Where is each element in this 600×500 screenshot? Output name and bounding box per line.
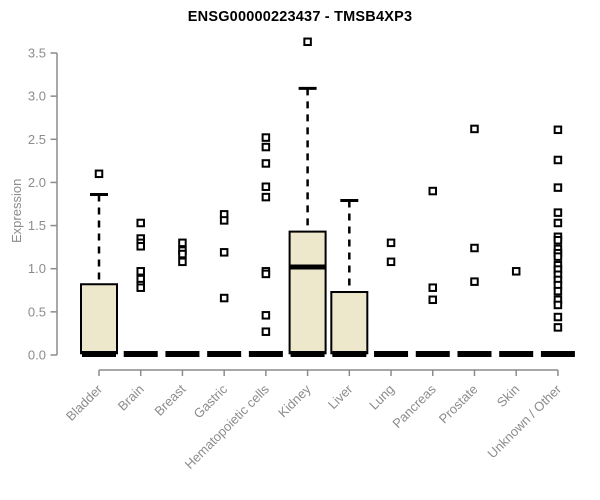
outlier-point	[261, 133, 271, 142]
zero-bar	[290, 351, 325, 357]
outlier-point	[553, 125, 563, 135]
y-tick-label: 2.5	[28, 132, 46, 147]
outlier-point	[470, 243, 479, 253]
zero-bar	[165, 351, 200, 357]
zero-bar	[540, 351, 575, 357]
outlier-point	[553, 183, 563, 192]
outlier-point	[261, 192, 271, 202]
outlier-point	[178, 249, 187, 259]
x-tick-label: Prostate	[436, 382, 481, 427]
zero-bar	[123, 351, 158, 357]
outlier-point	[94, 169, 104, 179]
zero-bar	[82, 351, 116, 357]
outlier-point	[261, 269, 271, 279]
box	[80, 283, 118, 355]
x-tick-label: Pancreas	[389, 381, 439, 431]
outlier-point	[386, 238, 396, 248]
outlier-point	[219, 293, 229, 303]
outlier-point	[428, 295, 438, 305]
outlier-point	[261, 142, 271, 152]
outlier-point	[553, 235, 563, 245]
outlier-point	[470, 124, 479, 134]
y-tick-label: 0.5	[28, 304, 46, 319]
y-tick-label: 3.0	[28, 89, 46, 104]
x-tick-label: Gastric	[191, 381, 231, 421]
zero-bar	[207, 351, 242, 357]
outlier-point	[261, 327, 271, 336]
y-tick-label: 0.0	[28, 348, 46, 363]
x-tick-label: Bladder	[63, 381, 106, 424]
outlier-point	[136, 283, 145, 292]
outlier-point	[261, 311, 271, 320]
outlier-point	[553, 208, 563, 217]
outlier-point	[303, 37, 312, 47]
zero-bar	[415, 351, 450, 357]
x-tick-label: Unknown / Other	[484, 381, 564, 461]
box	[330, 291, 369, 355]
x-tick-label: Breast	[151, 381, 188, 418]
outlier-point	[386, 257, 396, 267]
outlier-point	[428, 186, 438, 196]
outlier-point	[178, 238, 187, 248]
zero-bar	[248, 351, 283, 357]
outlier-point	[553, 218, 563, 228]
outlier-point	[511, 267, 521, 276]
outlier-point	[553, 300, 563, 310]
outlier-point	[261, 182, 271, 191]
y-tick-label: 2.0	[28, 175, 46, 190]
chart-title: ENSG00000223437 - TMSB4XP3	[187, 9, 413, 25]
zero-bar	[457, 351, 492, 357]
outlier-point	[470, 277, 479, 286]
zero-bar	[374, 351, 409, 357]
y-tick-label: 1.5	[28, 218, 46, 233]
outlier-point	[136, 267, 145, 276]
outlier-point	[553, 312, 563, 322]
x-tick-label: Brain	[115, 382, 147, 414]
outlier-point	[553, 286, 563, 296]
zero-bar	[499, 351, 534, 357]
x-tick-label: Lung	[366, 382, 397, 413]
outlier-point	[553, 323, 563, 332]
outlier-point	[553, 252, 563, 261]
outlier-point	[136, 242, 145, 251]
zero-bar	[332, 351, 367, 357]
y-tick-label: 3.5	[28, 45, 46, 60]
x-tick-label: Skin	[494, 382, 522, 410]
outlier-point	[261, 159, 271, 168]
outlier-point	[219, 248, 229, 257]
outlier-point	[136, 218, 145, 228]
outlier-point	[428, 283, 438, 292]
x-tick-label: Kidney	[275, 381, 314, 420]
box	[288, 230, 327, 355]
y-tick-label: 1.0	[28, 261, 46, 276]
outlier-point	[178, 257, 187, 267]
x-tick-label: Liver	[325, 381, 356, 412]
outlier-point	[219, 216, 229, 225]
outlier-point	[553, 155, 563, 165]
